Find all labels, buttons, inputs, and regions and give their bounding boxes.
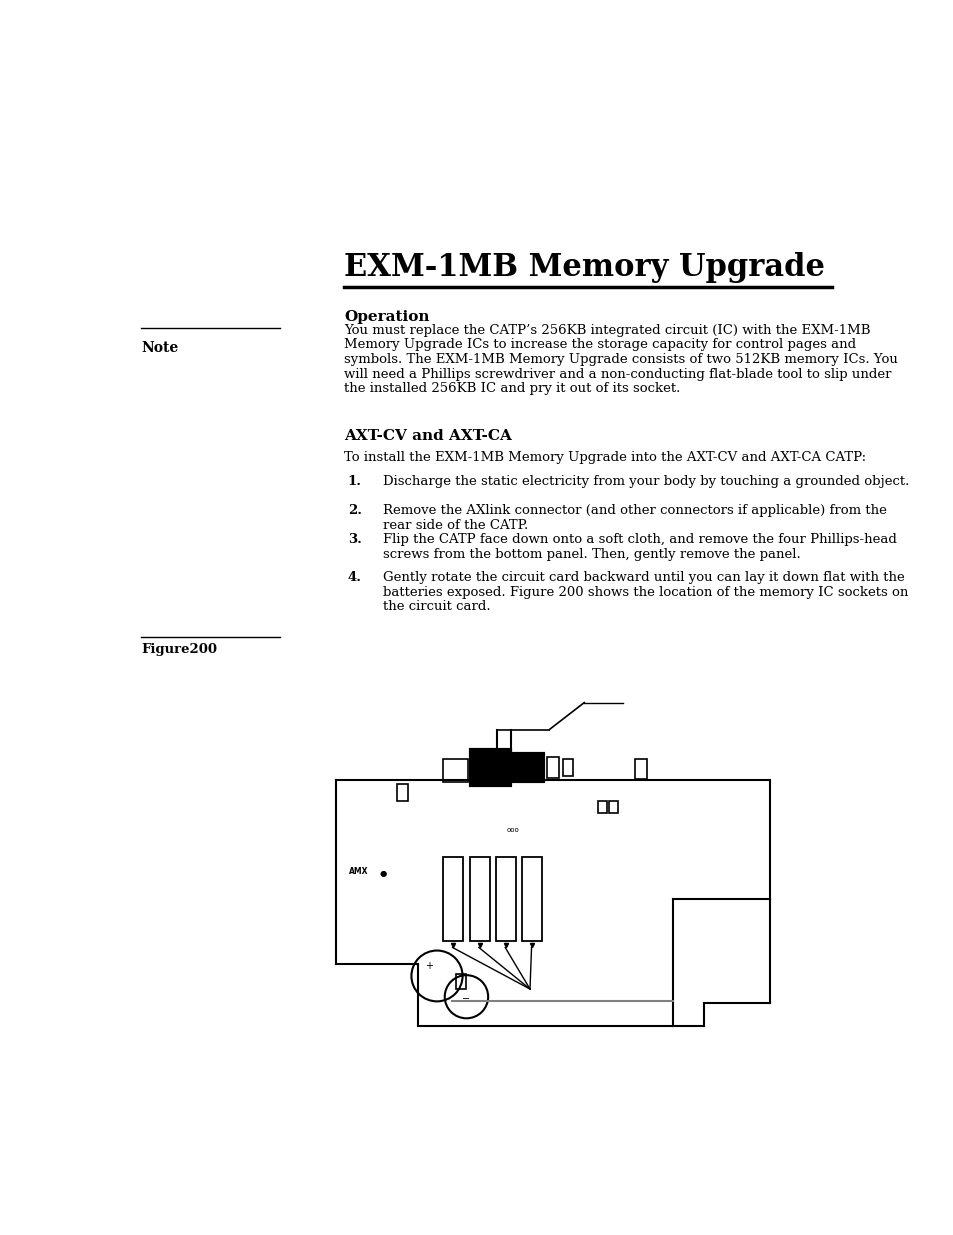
Bar	[443, 758, 468, 782]
Bar	[469, 857, 489, 941]
Text: symbols. The EXM-1MB Memory Upgrade consists of two 512KB memory ICs. You: symbols. The EXM-1MB Memory Upgrade cons…	[344, 353, 897, 366]
Bar	[513, 752, 543, 782]
Text: Memory Upgrade ICs to increase the storage capacity for control pages and: Memory Upgrade ICs to increase the stora…	[344, 338, 855, 352]
Text: Gently rotate the circuit card backward until you can lay it down flat with the: Gently rotate the circuit card backward …	[382, 571, 903, 584]
Text: Note: Note	[141, 341, 178, 354]
Text: 1.: 1.	[348, 475, 361, 489]
Bar	[456, 973, 465, 989]
Text: will need a Phillips screwdriver and a non-conducting flat-blade tool to slip un: will need a Phillips screwdriver and a n…	[344, 368, 890, 380]
Text: AXT-CV and AXT-CA: AXT-CV and AXT-CA	[344, 430, 512, 443]
Bar	[521, 857, 542, 941]
Bar	[470, 748, 510, 785]
Text: AMX: AMX	[348, 867, 368, 877]
Text: Operation: Operation	[344, 310, 429, 324]
Text: EXM-1MB Memory Upgrade: EXM-1MB Memory Upgrade	[344, 252, 824, 283]
Text: the circuit card.: the circuit card.	[382, 600, 490, 614]
Text: ●: ●	[379, 869, 387, 878]
Text: You must replace the CATP’s 256KB integrated circuit (IC) with the EXM-1MB: You must replace the CATP’s 256KB integr…	[344, 324, 869, 337]
Bar	[634, 758, 646, 779]
Text: screws from the bottom panel. Then, gently remove the panel.: screws from the bottom panel. Then, gent…	[382, 548, 800, 561]
Bar	[598, 802, 606, 813]
Text: 3.: 3.	[348, 534, 361, 546]
Bar	[396, 784, 408, 802]
Text: 2.: 2.	[348, 504, 361, 517]
Text: ooo: ooo	[506, 826, 518, 832]
Text: 4.: 4.	[348, 571, 361, 584]
Text: Remove the AXlink connector (and other connectors if applicable) from the: Remove the AXlink connector (and other c…	[382, 504, 885, 517]
Text: batteries exposed. Figure 200 shows the location of the memory IC sockets on: batteries exposed. Figure 200 shows the …	[382, 585, 907, 599]
Text: −: −	[462, 994, 470, 1004]
Bar	[562, 758, 573, 776]
Text: +: +	[425, 961, 433, 971]
Bar	[546, 757, 558, 778]
Bar	[470, 748, 510, 785]
Text: Discharge the static electricity from your body by touching a grounded object.: Discharge the static electricity from yo…	[382, 475, 908, 489]
Text: the installed 256KB IC and pry it out of its socket.: the installed 256KB IC and pry it out of…	[344, 383, 679, 395]
Bar	[496, 857, 516, 941]
Text: Flip the CATP face down onto a soft cloth, and remove the four Phillips-head: Flip the CATP face down onto a soft clot…	[382, 534, 896, 546]
Text: To install the EXM-1MB Memory Upgrade into the AXT-CV and AXT-CA CATP:: To install the EXM-1MB Memory Upgrade in…	[344, 451, 865, 464]
Bar	[443, 857, 463, 941]
Bar	[513, 752, 543, 782]
Bar	[608, 802, 617, 813]
Text: rear side of the CATP.: rear side of the CATP.	[382, 519, 527, 531]
Text: Figure200: Figure200	[141, 643, 216, 656]
